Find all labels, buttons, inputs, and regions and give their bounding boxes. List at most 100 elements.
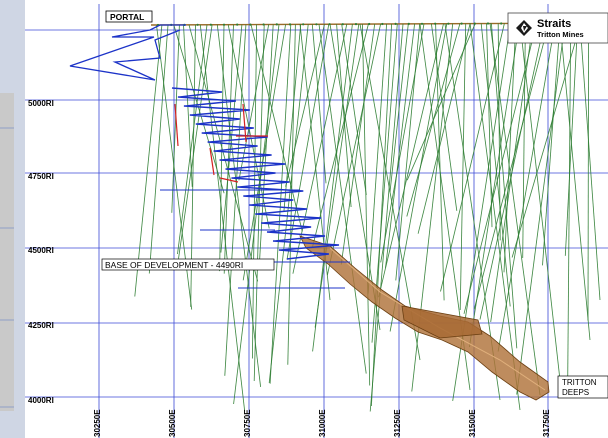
drillhole-trace: [216, 24, 262, 387]
drillhole-collar: [209, 23, 212, 26]
logo-name: Straits: [537, 18, 571, 30]
drillhole-trace: [469, 22, 521, 411]
drillhole-trace: [579, 22, 601, 301]
y-label-4250: 4250RI: [28, 321, 54, 330]
drillhole-trace: [497, 23, 556, 352]
drillhole-trace: [463, 23, 538, 314]
drillhole-trace: [369, 23, 404, 412]
drillhole-trace: [250, 24, 303, 232]
drillhole-trace: [587, 23, 590, 321]
drillhole-trace: [435, 23, 445, 301]
drillhole-trace: [329, 23, 381, 331]
decline-spiral: [171, 87, 340, 260]
drillhole-collar: [460, 22, 463, 25]
drillhole-trace: [473, 23, 550, 310]
drillhole-trace: [253, 24, 265, 382]
y-label-4750: 4750RI: [28, 172, 54, 181]
drillhole-collar: [315, 23, 318, 26]
drillhole-collar: [420, 22, 424, 25]
x-axis-labels: 30250E 30500E 30750E 31000E 31250E 31500…: [93, 409, 551, 437]
side-panel: [0, 93, 14, 411]
base-of-development-callout: BASE OF DEVELOPMENT - 4490RI: [101, 258, 275, 271]
drillhole-trace: [311, 24, 327, 184]
drillhole-trace: [224, 24, 247, 376]
drillhole-trace: [486, 23, 493, 228]
drillhole-trace: [178, 24, 213, 259]
x-label-31750: 31750E: [542, 409, 551, 437]
drillhole-trace: [359, 23, 421, 361]
portal-label: PORTAL: [110, 12, 144, 22]
x-label-30750: 30750E: [243, 409, 252, 437]
tritton-deeps-box: [557, 375, 608, 399]
drillhole-trace: [258, 24, 274, 269]
ore-body-lobe: [401, 305, 483, 339]
drillhole-collar: [275, 23, 278, 26]
x-label-30500: 30500E: [168, 409, 177, 437]
drillhole-trace: [479, 23, 545, 320]
drillhole-trace: [148, 24, 169, 274]
drillhole-trace: [361, 24, 371, 386]
ore-body: [299, 235, 550, 401]
drillhole-trace: [417, 23, 471, 234]
drillhole-trace: [367, 23, 388, 294]
drillhole-collar: [500, 22, 503, 25]
drillhole-trace: [489, 22, 541, 396]
drillhole-trace: [199, 24, 246, 412]
tritton-deeps-label-line1: TRITTON: [562, 378, 597, 387]
drillhole-trace: [440, 23, 505, 292]
y-axis-labels: 5000RI 4750RI 4500RI 4250RI 4000RI: [28, 99, 54, 405]
x-label-31500: 31500E: [468, 409, 477, 437]
x-label-30250: 30250E: [93, 409, 102, 437]
drillhole-trace: [459, 23, 467, 311]
drillhole-trace: [238, 24, 270, 181]
drillhole-trace: [385, 23, 416, 268]
drillhole-trace: [341, 24, 367, 195]
drillhole-trace: [314, 24, 360, 328]
drillhole-collar: [341, 23, 344, 26]
drillhole-collar: [236, 23, 239, 26]
drillhole-trace: [468, 23, 520, 348]
base-of-development-label: BASE OF DEVELOPMENT - 4490RI: [105, 260, 243, 270]
drillhole-trace: [326, 23, 382, 276]
drillhole-collar: [381, 22, 384, 26]
drillhole-trace: [503, 23, 517, 273]
drillhole-trace: [389, 23, 448, 332]
development-red-segment: [219, 177, 239, 183]
drillhole-trace: [134, 24, 163, 297]
decline-upper-path: [69, 24, 186, 81]
straits-diamond-icon: [516, 20, 532, 36]
portal-label-box: [105, 10, 153, 23]
drillhole-trace: [559, 22, 591, 341]
development-red-segment: [209, 147, 215, 176]
drillhole-trace: [430, 23, 458, 211]
drillhole-collar: [196, 23, 199, 26]
drillhole-trace: [511, 22, 582, 258]
straits-logo: Straits Tritton Mines: [507, 12, 608, 44]
drillhole-trace: [292, 24, 348, 274]
drillhole-trace: [497, 23, 501, 241]
drillhole-trace: [567, 23, 572, 381]
drillhole-trace: [378, 23, 444, 298]
drillhole-trace: [287, 24, 296, 365]
drillhole-trace: [318, 24, 367, 374]
tritton-deeps-label-line2: DEEPS: [562, 388, 589, 397]
drillhole-trace: [173, 24, 225, 194]
x-label-31000: 31000E: [318, 409, 327, 437]
drillhole-trace: [285, 24, 325, 187]
drillhole-trace: [220, 24, 243, 253]
drillhole-trace: [312, 23, 369, 248]
drillhole-trace: [188, 24, 259, 282]
drillhole-trace: [251, 24, 258, 359]
drillhole-collar: [354, 23, 358, 26]
y-label-4500: 4500RI: [28, 246, 54, 255]
drillhole-collar: [302, 23, 305, 26]
drillhole-trace: [389, 23, 409, 193]
drillhole-trace: [283, 24, 302, 212]
y-label-5000: 5000RI: [28, 99, 54, 108]
drillhole-trace: [177, 24, 208, 255]
drillhole-collar: [486, 22, 490, 25]
x-label-31250: 31250E: [393, 409, 402, 437]
y-label-4000: 4000RI: [28, 396, 54, 405]
drillhole-trace: [490, 23, 518, 349]
